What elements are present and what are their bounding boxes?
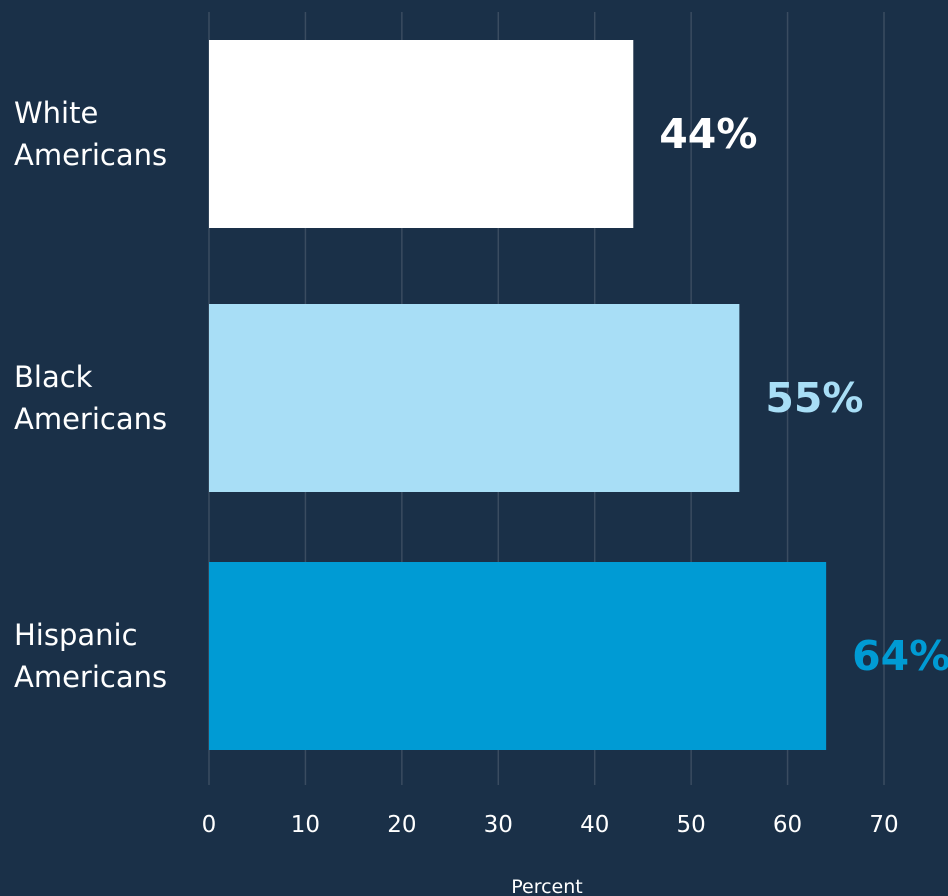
value-labels: 44% 55% 64% [659, 110, 948, 680]
category-label: Hispanic Americans [14, 618, 167, 694]
category-label: Black Americans [14, 360, 167, 436]
x-tick-label: 40 [580, 812, 609, 838]
bar [209, 40, 634, 228]
bar [209, 304, 740, 492]
x-tick-label: 0 [202, 812, 217, 838]
category-labels: White Americans Black Americans Hispanic Amer… [14, 96, 167, 694]
x-tick-label: 50 [677, 812, 706, 838]
bars [209, 40, 827, 750]
x-tick-label: 30 [484, 812, 513, 838]
bar [209, 562, 827, 750]
data-label: 55% [765, 374, 863, 422]
x-tick-label: 20 [387, 812, 416, 838]
data-label: 44% [659, 110, 757, 158]
x-tick-label: 10 [291, 812, 320, 838]
category-label: White Americans [14, 96, 167, 172]
x-axis-title: Percent [511, 876, 583, 896]
x-axis-ticks: 0 10 20 30 40 50 60 70 [202, 812, 899, 838]
x-tick-label: 60 [773, 812, 802, 838]
x-tick-label: 70 [869, 812, 898, 838]
data-label: 64% [852, 632, 948, 680]
